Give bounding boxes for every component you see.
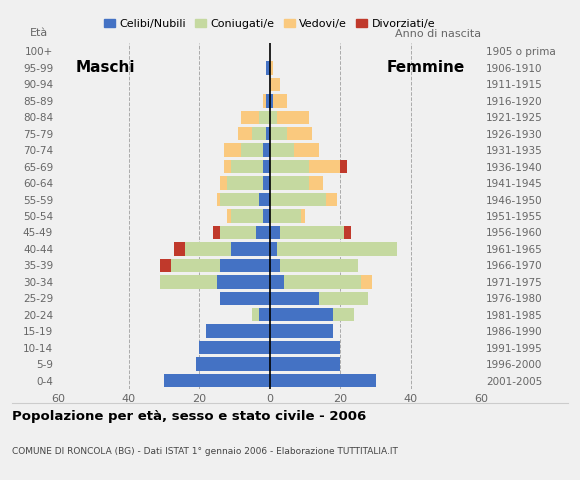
Bar	[277, 110, 309, 124]
Bar	[227, 176, 263, 190]
Bar	[224, 144, 241, 157]
Bar	[217, 275, 270, 288]
Bar	[241, 144, 263, 157]
Bar	[340, 160, 347, 173]
Bar	[309, 160, 340, 173]
Bar	[195, 358, 270, 371]
Bar	[270, 226, 280, 239]
Bar	[284, 275, 361, 288]
Bar	[270, 94, 273, 108]
Text: Femmine: Femmine	[386, 60, 465, 75]
Bar	[270, 242, 277, 256]
Bar	[263, 209, 270, 223]
Text: Maschi: Maschi	[75, 60, 135, 75]
Bar	[263, 144, 270, 157]
Bar	[252, 127, 266, 141]
Bar	[263, 176, 270, 190]
Bar	[175, 242, 185, 256]
Bar	[259, 308, 270, 322]
Bar	[227, 209, 231, 223]
Text: Anno di nascita: Anno di nascita	[396, 29, 481, 39]
Bar	[302, 209, 305, 223]
Bar	[270, 341, 340, 354]
Bar	[270, 78, 280, 91]
Bar	[333, 308, 354, 322]
Bar	[220, 193, 259, 206]
Bar	[213, 226, 220, 239]
Bar	[259, 110, 270, 124]
Bar	[220, 176, 227, 190]
Bar	[199, 341, 270, 354]
Bar	[185, 242, 231, 256]
Bar	[309, 176, 322, 190]
Text: Popolazione per età, sesso e stato civile - 2006: Popolazione per età, sesso e stato civil…	[12, 410, 366, 423]
Text: COMUNE DI RONCOLA (BG) - Dati ISTAT 1° gennaio 2006 - Elaborazione TUTTITALIA.IT: COMUNE DI RONCOLA (BG) - Dati ISTAT 1° g…	[12, 446, 397, 456]
Bar	[263, 160, 270, 173]
Bar	[160, 275, 217, 288]
Bar	[266, 61, 270, 74]
Bar	[273, 94, 287, 108]
Bar	[270, 275, 284, 288]
Bar	[270, 110, 277, 124]
Bar	[270, 209, 302, 223]
Bar	[270, 374, 376, 387]
Bar	[256, 226, 270, 239]
Bar	[231, 242, 270, 256]
Bar	[238, 127, 252, 141]
Bar	[270, 193, 326, 206]
Bar	[270, 259, 280, 272]
Bar	[344, 226, 351, 239]
Bar	[319, 291, 368, 305]
Bar	[263, 94, 266, 108]
Bar	[270, 160, 309, 173]
Bar	[217, 193, 220, 206]
Bar	[270, 176, 309, 190]
Bar	[270, 358, 340, 371]
Bar	[266, 94, 270, 108]
Bar	[231, 209, 263, 223]
Bar	[206, 324, 270, 338]
Bar	[160, 259, 171, 272]
Bar	[220, 259, 270, 272]
Bar	[241, 110, 259, 124]
Bar	[270, 61, 273, 74]
Bar	[220, 291, 270, 305]
Bar	[361, 275, 372, 288]
Bar	[270, 127, 287, 141]
Bar	[270, 291, 319, 305]
Bar	[287, 127, 312, 141]
Bar	[164, 374, 270, 387]
Bar	[171, 259, 220, 272]
Bar	[270, 324, 333, 338]
Bar	[231, 160, 263, 173]
Bar	[280, 226, 344, 239]
Bar	[220, 226, 256, 239]
Bar	[295, 144, 319, 157]
Bar	[266, 127, 270, 141]
Bar	[224, 160, 231, 173]
Bar	[326, 193, 337, 206]
Text: Età: Età	[30, 28, 48, 38]
Bar	[270, 144, 295, 157]
Legend: Celibi/Nubili, Coniugati/e, Vedovi/e, Divorziati/e: Celibi/Nubili, Coniugati/e, Vedovi/e, Di…	[100, 14, 440, 33]
Bar	[259, 193, 270, 206]
Bar	[280, 259, 358, 272]
Bar	[252, 308, 259, 322]
Bar	[270, 308, 333, 322]
Bar	[277, 242, 397, 256]
